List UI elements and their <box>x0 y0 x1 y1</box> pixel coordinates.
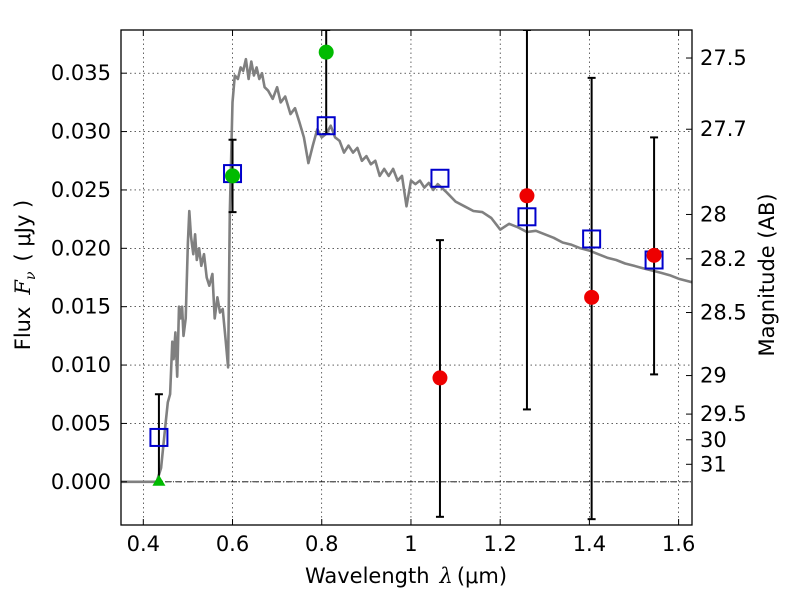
right-tick-label: 29.5 <box>700 402 747 426</box>
y-axis-right-title: Magnitude (AB) <box>755 193 779 356</box>
model-flux-square <box>517 207 537 227</box>
x-tick-label: 0.8 <box>305 532 338 556</box>
y-tick-label: 0.000 <box>51 470 111 494</box>
model-flux-square <box>149 427 169 447</box>
y-tick-label: 0.030 <box>51 120 111 144</box>
y-tick-label: 0.035 <box>51 61 111 85</box>
data-layer <box>121 30 692 521</box>
observed-flux-point <box>584 289 600 305</box>
right-tick-label: 29 <box>700 364 727 388</box>
observed-flux-point <box>318 44 334 60</box>
observed-flux-point <box>225 168 241 184</box>
right-tick-label: 27.7 <box>700 117 747 141</box>
right-tick-label: 27.5 <box>700 46 747 70</box>
y-tick-label: 0.010 <box>51 353 111 377</box>
y-tick-label: 0.005 <box>51 411 111 435</box>
right-tick-label: 30 <box>700 428 727 452</box>
y-axis-left-title: FluxFν( μJy ) <box>11 200 39 350</box>
right-tick-label: 28.2 <box>700 247 747 271</box>
x-tick-label: 0.6 <box>216 532 249 556</box>
right-tick-label: 31 <box>700 452 727 476</box>
y-tick-label: 0.020 <box>51 236 111 260</box>
model-spectrum-line <box>121 57 692 484</box>
model-flux-square <box>430 168 450 188</box>
x-axis-title: Wavelength λ (μm) <box>305 564 507 588</box>
model-flux-square <box>316 116 336 136</box>
y-tick-label: 0.025 <box>51 178 111 202</box>
y-tick-label: 0.015 <box>51 295 111 319</box>
observed-flux-point <box>646 247 662 263</box>
model-flux-square <box>582 229 602 249</box>
right-tick-label: 28.5 <box>700 301 747 325</box>
x-tick-label: 1.2 <box>483 532 516 556</box>
observed-flux-point <box>519 188 535 204</box>
observed-flux-point <box>432 370 448 386</box>
upper-limit-triangle <box>152 474 166 486</box>
right-tick-label: 28 <box>700 202 727 226</box>
plot-frame <box>120 29 693 526</box>
x-tick-label: 1.4 <box>573 532 606 556</box>
tick-marks <box>121 30 692 525</box>
tick-labels: 0.4 0.6 0.8 1 1.2 1.4 1.6 0.000 0.005 0.010 0.015 0… <box>51 46 747 556</box>
x-tick-label: 1 <box>404 532 417 556</box>
x-tick-label: 0.4 <box>127 532 160 556</box>
x-tick-label: 1.6 <box>662 532 695 556</box>
